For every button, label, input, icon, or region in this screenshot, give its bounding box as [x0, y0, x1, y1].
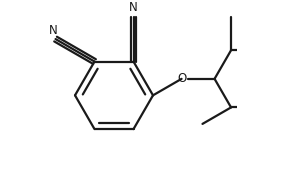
Text: N: N — [48, 24, 57, 37]
Text: O: O — [177, 72, 186, 85]
Text: N: N — [129, 1, 138, 14]
